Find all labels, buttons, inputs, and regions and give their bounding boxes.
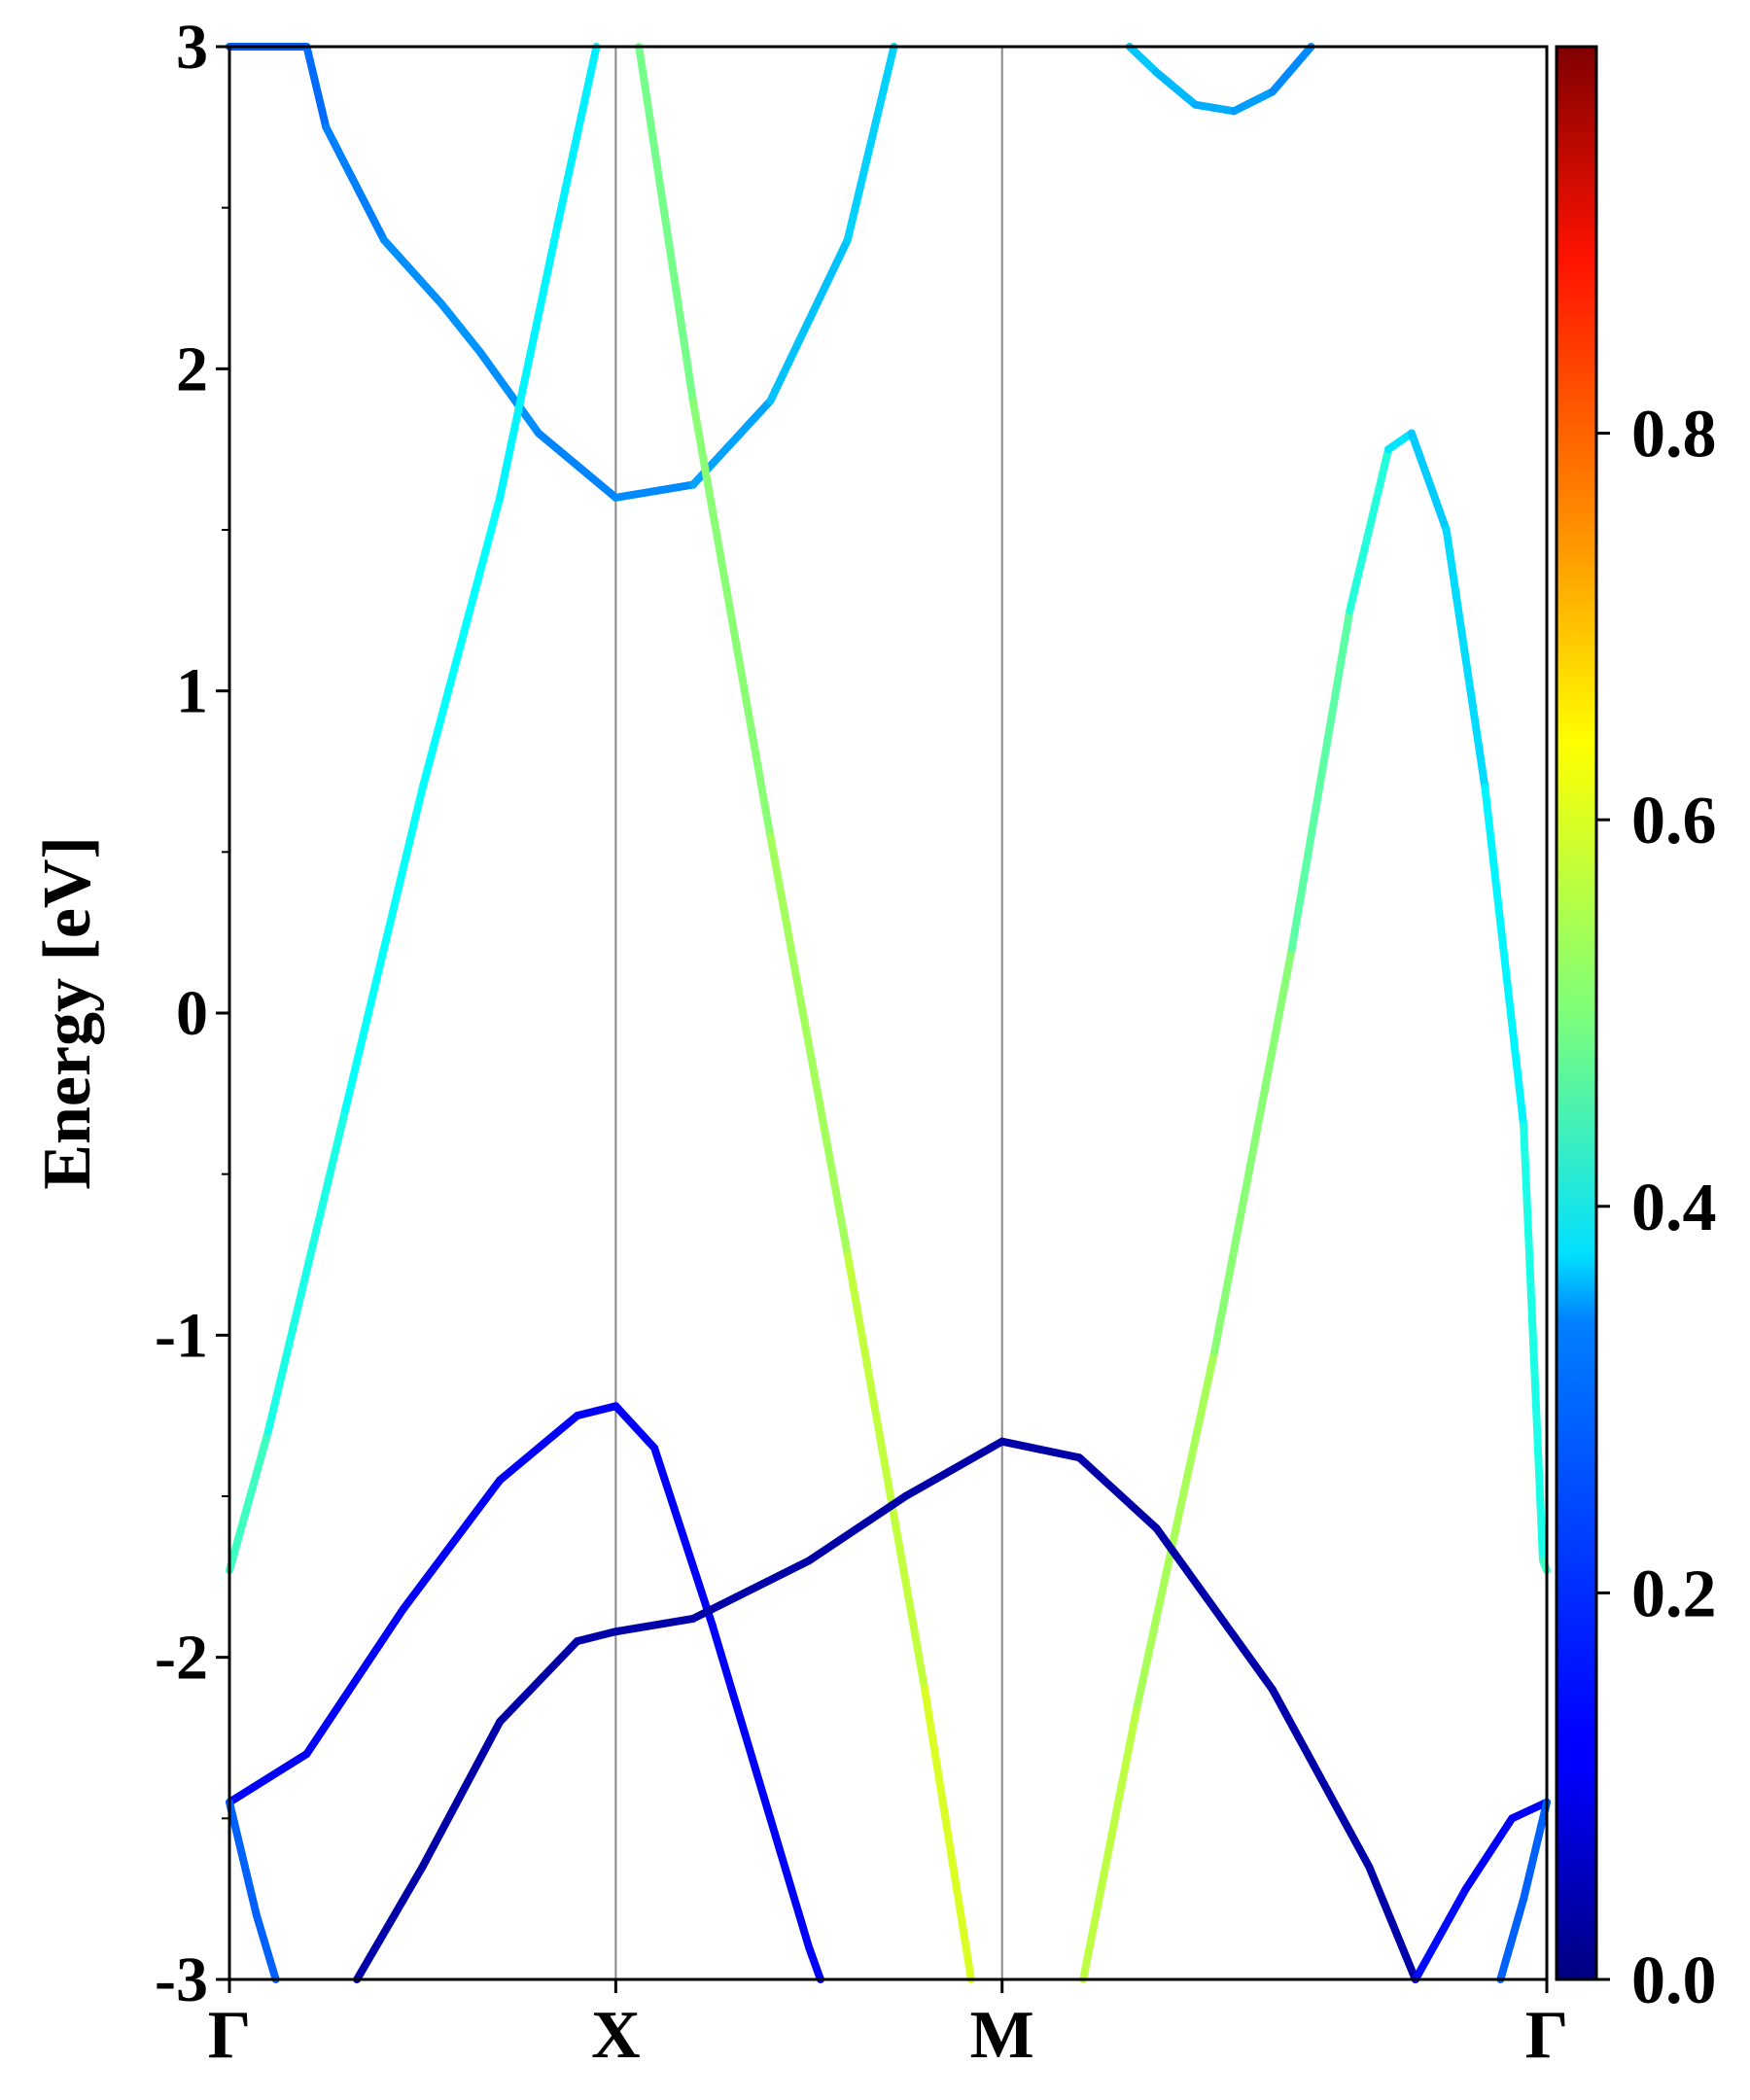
band-2-segment: [263, 1105, 350, 1436]
band-4-segment: [1079, 1701, 1141, 1983]
band-8-segment: [901, 1437, 1006, 1500]
band-1-segment: [843, 43, 898, 244]
band-6-segment: [612, 1402, 659, 1452]
band-6-segment: [766, 1814, 814, 1951]
band-4-segment: [1520, 1121, 1548, 1565]
band-1-segment: [534, 429, 620, 502]
band-6-segment: [708, 1621, 775, 1823]
band-10-segment: [1496, 1895, 1528, 1983]
band-4-segment: [1442, 526, 1489, 792]
x-tick-label: M: [970, 1998, 1034, 2073]
band-10-segment: [1520, 1798, 1551, 1904]
band-4-segment: [1133, 1347, 1219, 1710]
y-axis-ticks: -3 -2 -1 0 1 2 3: [155, 12, 229, 2015]
band-5-segment: [1125, 43, 1161, 77]
band-3-segment: [921, 1685, 975, 1983]
band-9-segment: [1508, 1798, 1551, 1823]
band-9-segment: [1461, 1814, 1517, 1894]
band-2-segment: [226, 1427, 272, 1575]
y-tick-label: -3: [155, 1944, 208, 2015]
band-8-segment: [998, 1437, 1084, 1462]
band-3-segment: [843, 1250, 929, 1694]
colorbar-tick-label: 0.4: [1631, 1171, 1717, 1245]
bands: [226, 43, 1551, 1983]
colorbar-gradient: [1555, 45, 1598, 1981]
band-8-segment: [1268, 1685, 1374, 1872]
band-2-segment: [341, 784, 427, 1114]
high-symmetry-lines: [614, 47, 1003, 1979]
band-8-segment: [1365, 1863, 1419, 1983]
colorbar-tick-label: 0.6: [1631, 784, 1717, 858]
band-2: [226, 43, 601, 1575]
y-tick-label: -2: [155, 1623, 208, 1694]
band-8-segment: [496, 1637, 581, 1726]
y-tick-label: 2: [176, 333, 208, 404]
band-1-segment: [302, 43, 331, 131]
y-tick-label: 3: [176, 12, 208, 83]
band-6-segment: [805, 1942, 824, 1983]
band-9: [1411, 1798, 1551, 1983]
band-6-segment: [650, 1444, 717, 1629]
band-9-segment: [1411, 1885, 1470, 1983]
band-6-segment: [399, 1476, 505, 1613]
band-8-segment: [573, 1628, 620, 1646]
band-1-segment: [379, 235, 446, 309]
band-10: [1496, 1798, 1551, 1983]
band-8: [353, 1437, 1419, 1983]
band-8-segment: [612, 1614, 697, 1636]
colorbar-ticks: 0.0 0.2 0.4 0.6 0.8: [1596, 398, 1717, 2018]
band-1-segment: [476, 348, 542, 438]
x-tick-label: Γ: [1525, 1998, 1569, 2073]
band-7: [226, 1798, 280, 1983]
band-2-segment: [418, 493, 505, 792]
band-6-segment: [302, 1604, 407, 1759]
band-4-segment: [1407, 429, 1451, 534]
y-tick-label: 0: [176, 978, 208, 1049]
band-3-segment: [635, 43, 697, 405]
band-5-segment: [1230, 88, 1277, 116]
band-8-segment: [1152, 1524, 1277, 1694]
band-2-segment: [496, 220, 562, 502]
band-4-segment: [1481, 784, 1528, 1130]
band-4-segment: [1346, 445, 1393, 614]
band-5-segment: [1268, 43, 1315, 96]
y-tick-label: -1: [155, 1300, 208, 1371]
band-4-segment: [1287, 606, 1354, 953]
band-1-segment: [766, 235, 852, 405]
y-tick-label: 1: [176, 656, 208, 727]
band-5-segment: [1152, 68, 1200, 109]
band-5-segment: [1191, 100, 1239, 116]
band-1-segment: [612, 480, 697, 502]
band-8-segment: [688, 1557, 814, 1623]
band-8-segment: [418, 1717, 505, 1872]
band-5: [1125, 43, 1315, 116]
band-1-segment: [438, 300, 485, 357]
band-3-segment: [688, 397, 775, 840]
band-8-segment: [1075, 1453, 1161, 1533]
band-7-segment: [226, 1798, 261, 1919]
band-6-segment: [226, 1750, 311, 1806]
band-8-segment: [353, 1863, 427, 1983]
colorbar-tick-label: 0.0: [1631, 1943, 1717, 2018]
colorbar-tick-label: 0.8: [1631, 398, 1717, 472]
band-8-segment: [805, 1492, 910, 1565]
band-6-segment: [573, 1402, 620, 1420]
x-tick-label: Γ: [208, 1998, 252, 2073]
band-2-segment: [553, 43, 601, 228]
band-4-segment: [1384, 429, 1416, 454]
colorbar-tick-label: 0.2: [1631, 1557, 1717, 1631]
x-tick-label: X: [591, 1998, 641, 2073]
band-6-segment: [496, 1412, 581, 1485]
band-3: [635, 43, 975, 1983]
band-7-segment: [252, 1910, 280, 1983]
band-4-segment: [1210, 944, 1296, 1355]
band-6: [226, 1402, 824, 1983]
y-axis-title: Energy [eV]: [30, 836, 105, 1190]
band-1-segment: [322, 122, 388, 244]
band-3-segment: [766, 831, 852, 1259]
colorbar: 0.0 0.2 0.4 0.6 0.8: [1555, 45, 1717, 2018]
